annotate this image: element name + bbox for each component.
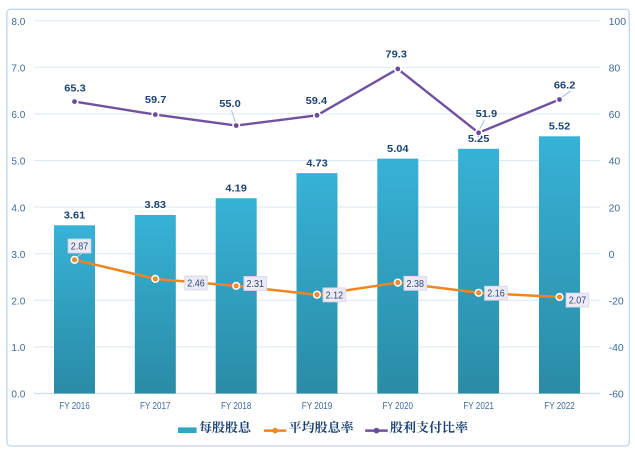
svg-text:66.2: 66.2	[554, 80, 576, 92]
svg-text:4.0: 4.0	[11, 202, 25, 214]
svg-text:3.0: 3.0	[11, 249, 25, 261]
svg-text:0: 0	[609, 249, 615, 261]
svg-text:3.61: 3.61	[64, 210, 86, 222]
svg-text:-20: -20	[609, 296, 624, 308]
svg-text:3.83: 3.83	[145, 199, 167, 211]
svg-text:55.0: 55.0	[219, 98, 241, 110]
svg-text:0.0: 0.0	[11, 389, 25, 401]
svg-text:5.25: 5.25	[468, 133, 490, 145]
svg-text:5.0: 5.0	[11, 156, 25, 168]
svg-text:-40: -40	[609, 342, 624, 354]
svg-text:80: 80	[609, 63, 621, 75]
svg-text:FY 2018: FY 2018	[221, 401, 252, 412]
svg-text:FY 2019: FY 2019	[302, 401, 333, 412]
svg-text:FY 2016: FY 2016	[59, 401, 90, 412]
svg-text:4.73: 4.73	[306, 157, 328, 169]
svg-text:59.7: 59.7	[145, 94, 167, 106]
svg-text:100: 100	[609, 16, 627, 28]
svg-text:1.0: 1.0	[11, 342, 25, 354]
svg-text:65.3: 65.3	[64, 83, 86, 95]
svg-text:FY 2021: FY 2021	[463, 401, 494, 412]
svg-text:51.9: 51.9	[476, 108, 498, 120]
svg-text:40: 40	[609, 156, 621, 168]
svg-text:5.04: 5.04	[387, 143, 409, 155]
svg-text:8.0: 8.0	[11, 16, 25, 28]
svg-text:2.0: 2.0	[11, 296, 25, 308]
svg-text:4.19: 4.19	[225, 182, 247, 194]
svg-text:59.4: 59.4	[306, 95, 328, 107]
svg-text:6.0: 6.0	[11, 109, 25, 121]
svg-text:FY 2022: FY 2022	[544, 401, 575, 412]
svg-text:-60: -60	[609, 389, 624, 401]
svg-text:2.38: 2.38	[407, 279, 425, 290]
svg-text:7.0: 7.0	[11, 63, 25, 75]
svg-text:5.52: 5.52	[549, 121, 571, 133]
svg-text:2.31: 2.31	[247, 279, 265, 290]
svg-text:79.3: 79.3	[385, 49, 407, 61]
svg-text:20: 20	[609, 202, 621, 214]
svg-text:2.87: 2.87	[71, 242, 89, 253]
svg-text:2.16: 2.16	[487, 289, 505, 300]
svg-text:FY 2017: FY 2017	[140, 401, 171, 412]
svg-text:60: 60	[609, 109, 621, 121]
svg-text:2.12: 2.12	[326, 290, 344, 301]
svg-text:FY 2020: FY 2020	[383, 401, 414, 412]
svg-text:2.07: 2.07	[569, 296, 587, 307]
svg-text:2.46: 2.46	[187, 279, 205, 290]
